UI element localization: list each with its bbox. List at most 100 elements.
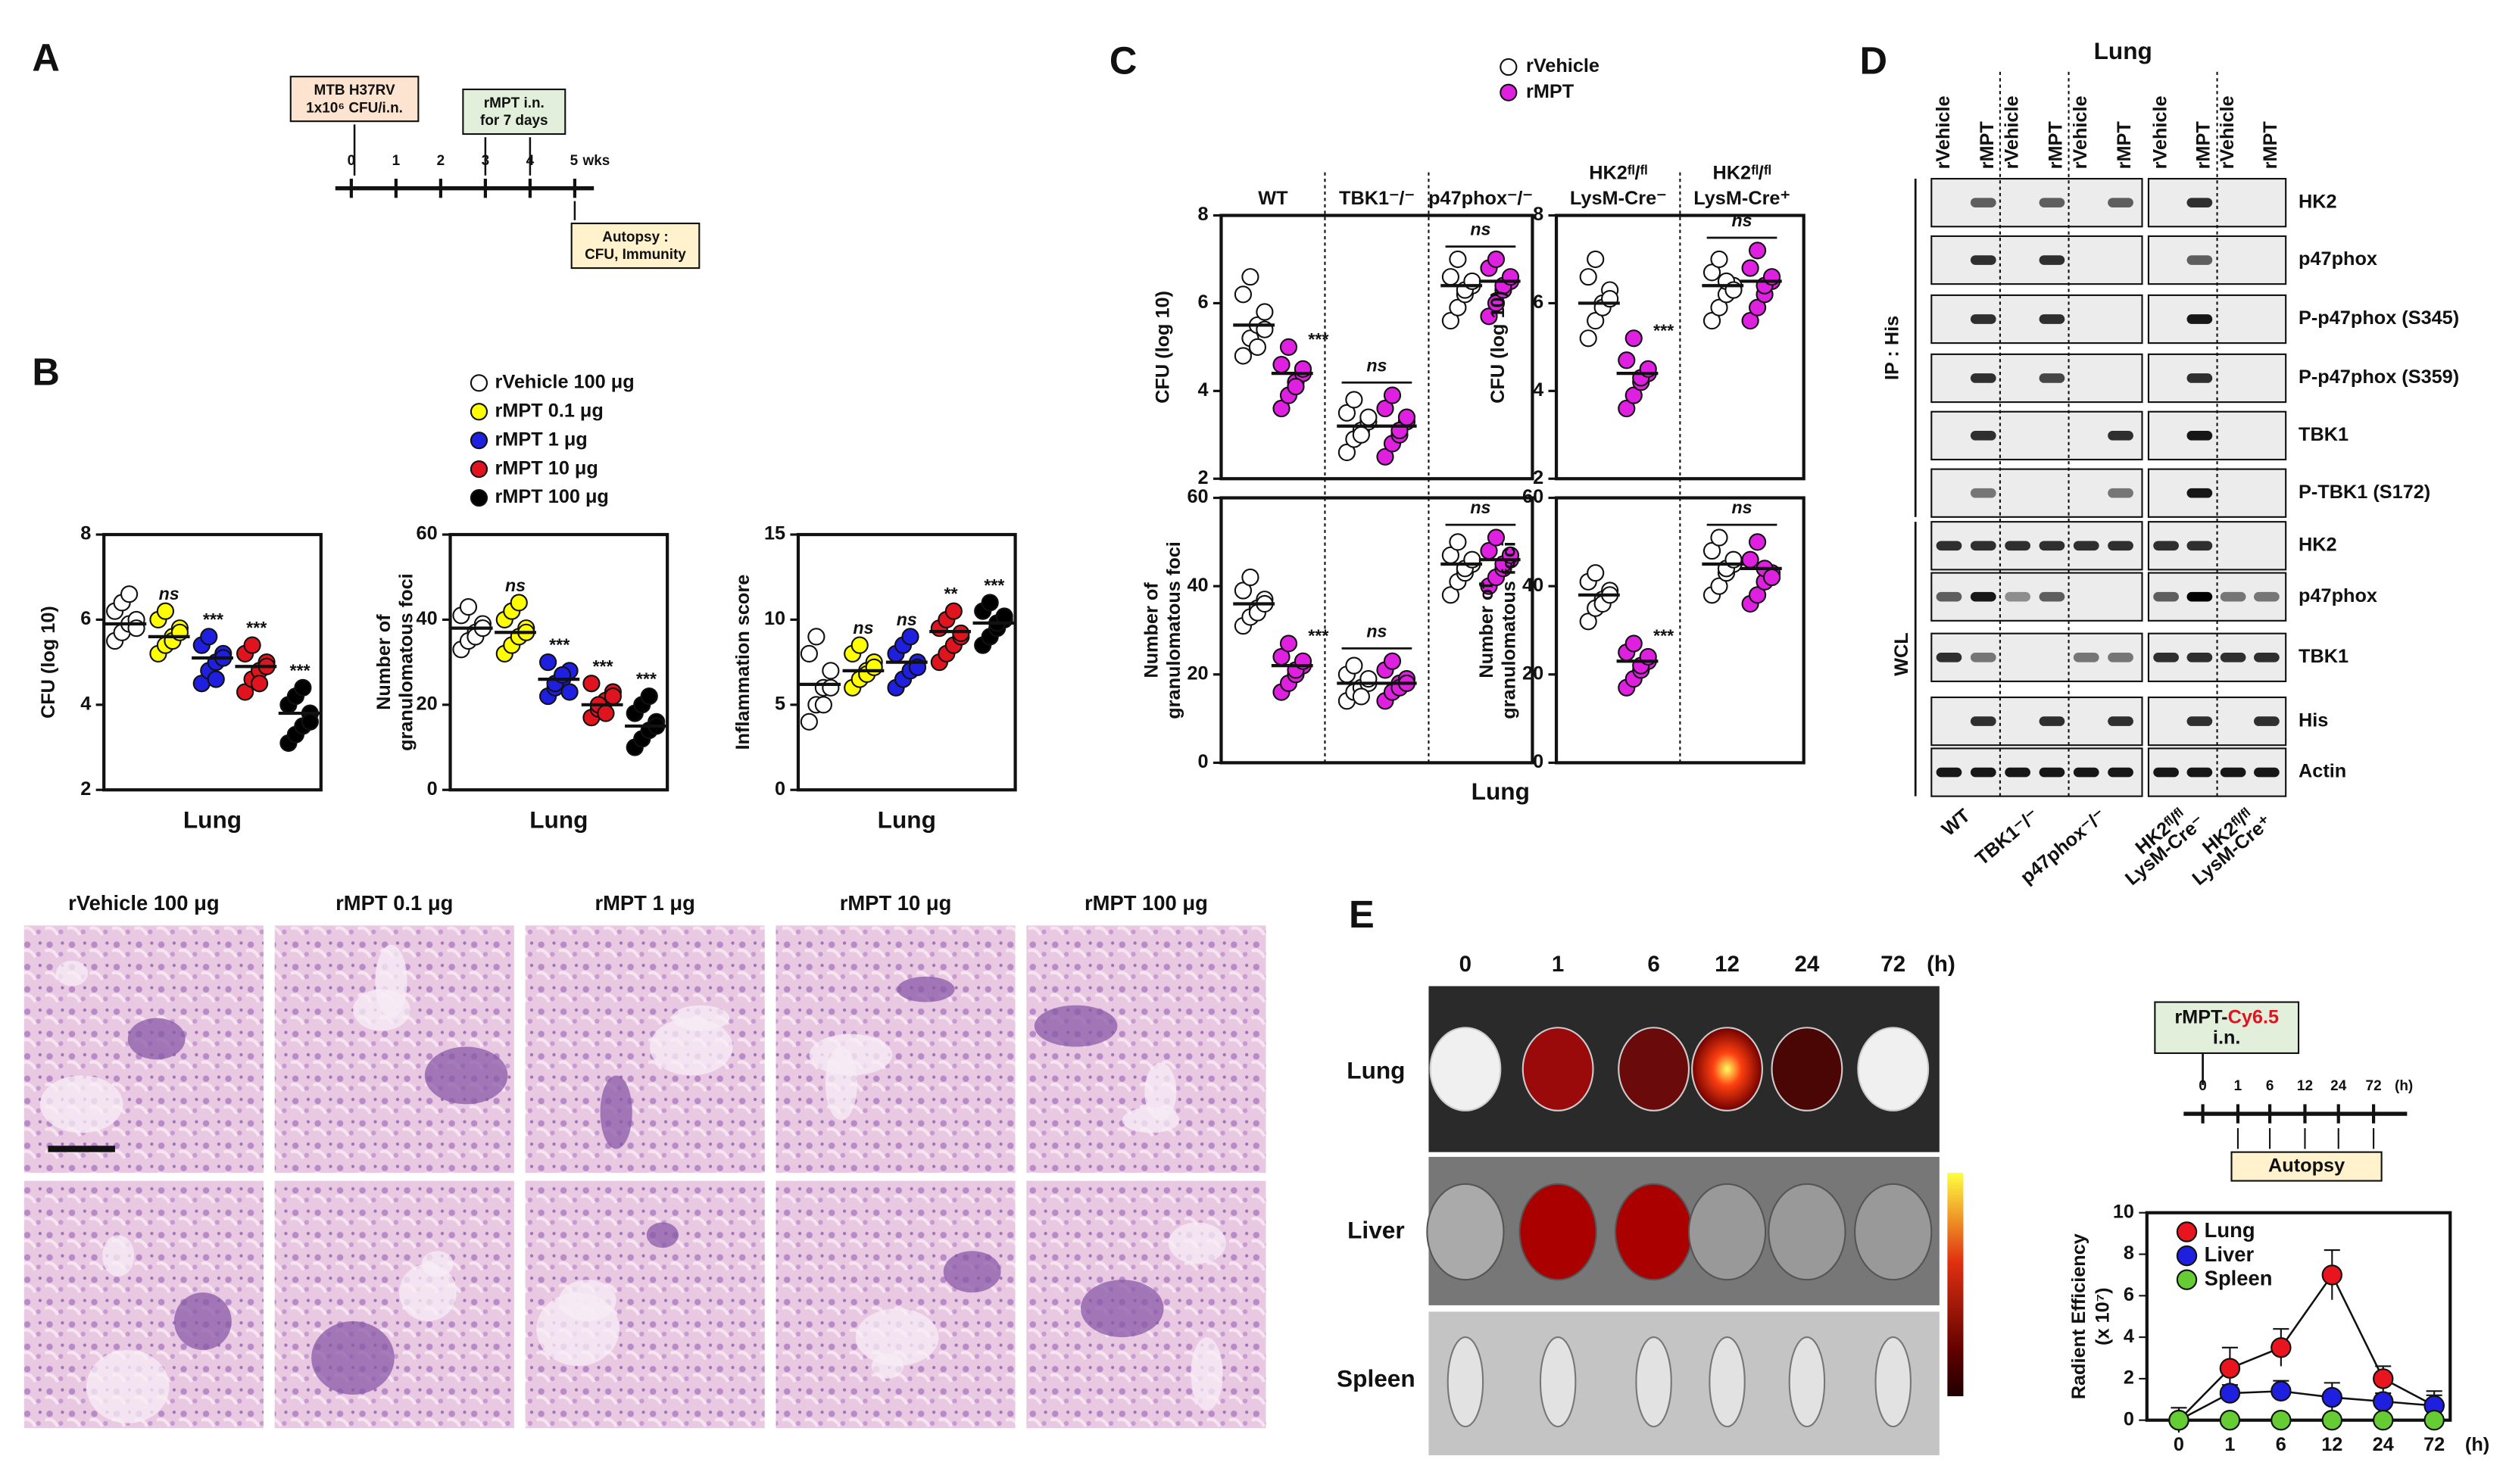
dot	[1449, 533, 1467, 551]
row-label: TBK1	[2299, 424, 2349, 445]
histology-feature	[55, 960, 89, 987]
band	[2153, 541, 2179, 551]
band	[2005, 591, 2030, 602]
schematic-time: 72	[2366, 1078, 2382, 1094]
band	[1937, 198, 1962, 207]
row-label: HK2	[2299, 534, 2337, 555]
histology-feature	[311, 1321, 395, 1395]
timeline-label: 5 wks	[570, 153, 610, 169]
band	[2254, 255, 2280, 265]
dot	[582, 675, 601, 693]
y-axis-label: Number of	[1141, 582, 1163, 678]
x-tick-label: 72	[2423, 1434, 2445, 1455]
band	[1936, 541, 1962, 551]
dot	[1241, 268, 1259, 286]
band	[2254, 591, 2280, 602]
dot	[1279, 634, 1298, 653]
legend-label: rMPT 100 μg	[495, 486, 609, 507]
legend-swatch	[1500, 83, 1518, 101]
dot	[1618, 399, 1636, 418]
dot	[1397, 408, 1416, 426]
band	[2108, 652, 2133, 662]
legend-swatch	[470, 488, 488, 507]
dot	[1480, 307, 1498, 326]
band	[2039, 373, 2065, 383]
band	[2108, 767, 2133, 778]
dot	[1710, 528, 1728, 547]
box-text: rMPT i.n.	[484, 95, 545, 111]
timeline-label: 0	[348, 153, 356, 169]
group-label: LysM-Cre⁺	[1693, 188, 1790, 209]
y-tick-label: 15	[764, 523, 785, 544]
band	[2040, 653, 2065, 662]
band	[2153, 255, 2179, 265]
dot	[120, 585, 139, 603]
group-label: HK2ᶠˡ/ᶠˡ	[1713, 162, 1771, 183]
band	[1970, 716, 1996, 726]
point	[2168, 1409, 2189, 1431]
time-label: 72	[1880, 952, 1905, 977]
point	[2423, 1409, 2445, 1431]
y-axis-label: granulomatous foci	[1499, 541, 1520, 719]
y-axis-label: Inflammation score	[732, 575, 754, 750]
significance: ***	[592, 656, 613, 676]
box	[2154, 1001, 2300, 1055]
dot	[1748, 586, 1767, 604]
blot-title: Lung	[2094, 37, 2152, 64]
genotype-label: WT	[1938, 805, 1975, 840]
dot	[1337, 404, 1356, 422]
column-label: rMPT	[2045, 121, 2066, 170]
dot	[1345, 391, 1363, 409]
box-text: 1x10⁶ CFU/i.n.	[306, 100, 403, 116]
time-label: 12	[1715, 952, 1740, 977]
organ-image	[1447, 1336, 1484, 1428]
dot	[207, 670, 225, 688]
legend-label: rMPT 10 μg	[495, 457, 598, 479]
dot	[1359, 408, 1378, 426]
dye: Cy6.5	[2228, 1006, 2279, 1027]
y-tick-label: 40	[417, 608, 438, 629]
box	[1930, 572, 2143, 622]
band	[2153, 373, 2179, 383]
box	[1930, 410, 2143, 461]
dot	[1248, 338, 1266, 356]
dot	[1449, 250, 1467, 269]
histology-feature	[1168, 1222, 1226, 1264]
band	[2074, 373, 2099, 383]
box	[462, 88, 566, 136]
row-label: P-TBK1 (S172)	[2299, 482, 2430, 503]
band	[2153, 652, 2179, 662]
band	[2186, 373, 2213, 383]
box	[102, 532, 323, 792]
legend-label: Lung	[2205, 1218, 2255, 1242]
organ-image	[1788, 1336, 1826, 1428]
band	[1936, 767, 1962, 778]
significance: ns	[1470, 497, 1490, 517]
box	[1930, 696, 2143, 747]
band	[2039, 591, 2065, 602]
band	[1970, 314, 1996, 324]
point	[2373, 1409, 2394, 1431]
series-line	[2178, 1273, 2435, 1421]
y-axis-label: Number of	[1476, 582, 1497, 678]
box	[796, 532, 1017, 792]
column-label: rVehicle	[2217, 95, 2238, 169]
legend-label: rVehicle	[1526, 55, 1599, 76]
significance: ns	[505, 575, 526, 595]
x-tick-label: 12	[2321, 1434, 2342, 1455]
y-tick-label: 40	[1187, 575, 1208, 596]
dot	[1234, 347, 1253, 365]
y-tick-label: 10	[764, 608, 785, 629]
dot	[1710, 577, 1728, 595]
band	[2005, 314, 2030, 324]
bracket-label: IP : His	[1881, 316, 1902, 380]
dot	[1579, 613, 1597, 631]
dot	[539, 653, 557, 672]
significance: ***	[983, 575, 1004, 595]
histology-feature	[649, 1018, 733, 1076]
dot	[250, 675, 269, 693]
dot	[1383, 386, 1402, 404]
band	[1970, 591, 1996, 602]
x-axis-label: Lung	[1472, 778, 1530, 805]
